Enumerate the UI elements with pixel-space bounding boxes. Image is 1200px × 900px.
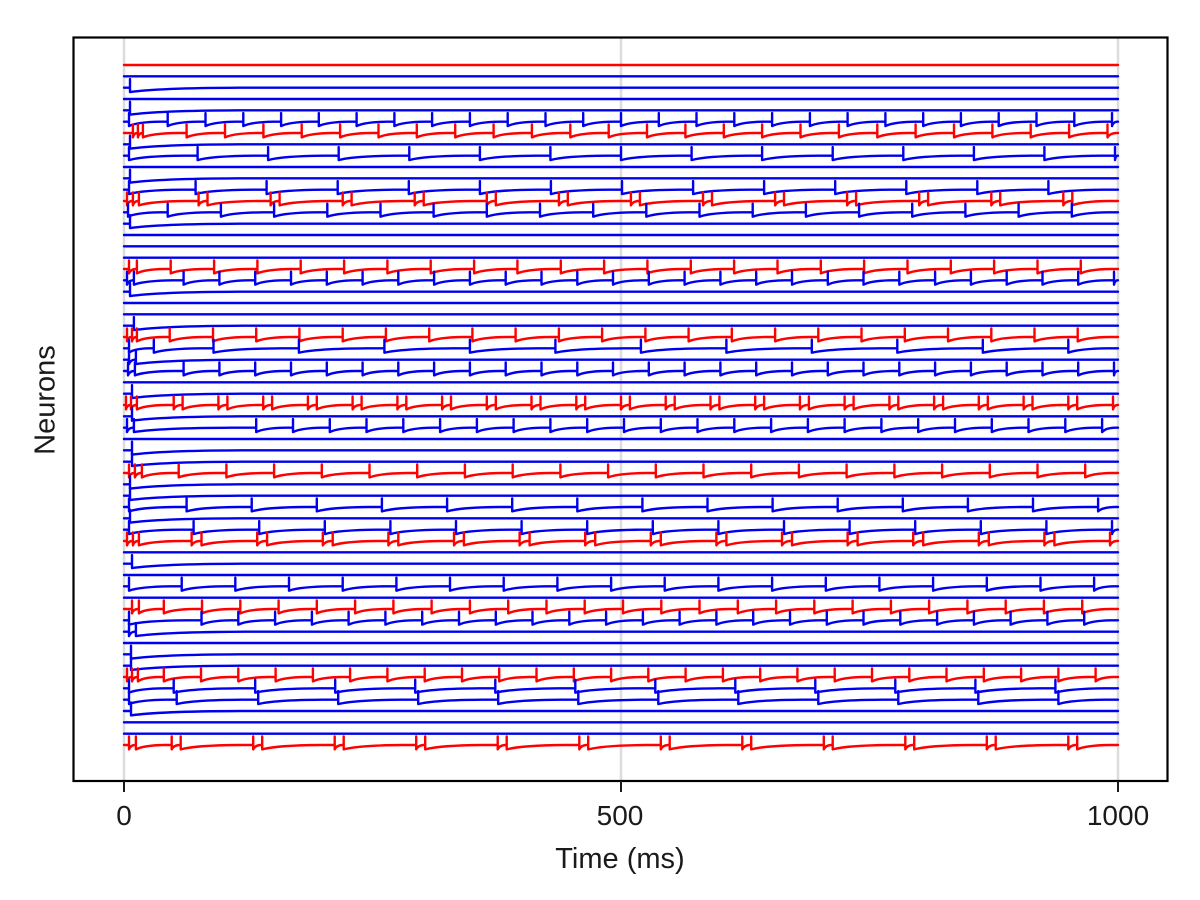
neuron-trace-50 [122,621,1120,638]
neuron-trace-56 [122,689,1120,706]
neuron-trace-55 [122,678,1120,694]
neuron-trace-19 [122,270,1120,286]
neuron-trace-35 [122,451,1120,468]
neuron-trace-2 [122,77,1120,94]
neuron-trace-46 [122,576,1120,592]
x-axis-title: Time (ms) [555,843,685,875]
x-tick-label-1000: 1000 [1086,800,1150,831]
neuron-trace-8 [122,145,1120,162]
neuron-trace-60 [122,735,1120,751]
neuron-trace-24 [122,327,1120,343]
neuron-trace-49 [122,610,1120,626]
neuron-trace-30 [122,395,1120,411]
neuron-trace-27 [122,361,1120,377]
x-axis-ticks [123,781,1119,792]
x-tick-label-0: 0 [116,800,132,831]
neuron-trace-25 [122,338,1120,354]
neuron-trace-39 [122,497,1120,513]
neuron-trace-54 [122,667,1120,683]
neuron-trace-14 [122,213,1120,230]
neuron-trace-11 [122,179,1120,196]
neuron-trace-13 [122,202,1120,218]
neuron-trace-18 [122,259,1120,275]
neuron-trace-26 [122,349,1120,366]
neuron-traces [122,63,1120,751]
neuron-trace-44 [122,553,1120,570]
neuron-trace-23 [122,315,1120,332]
y-axis-title: Neurons [29,345,62,455]
neuron-trace-6 [122,123,1120,139]
neuron-trace-20 [122,281,1120,298]
x-tick-label-500: 500 [596,800,644,831]
neuron-trace-31 [122,406,1120,422]
neuron-trace-5 [122,111,1120,128]
neuron-trace-36 [122,463,1120,479]
neuron-trace-57 [122,701,1120,717]
neuron-trace-32 [122,417,1120,434]
neuron-trace-48 [122,599,1120,615]
neuron-trace-41 [122,519,1120,536]
neuron-trace-42 [122,531,1120,547]
neuron-trace-12 [122,191,1120,207]
